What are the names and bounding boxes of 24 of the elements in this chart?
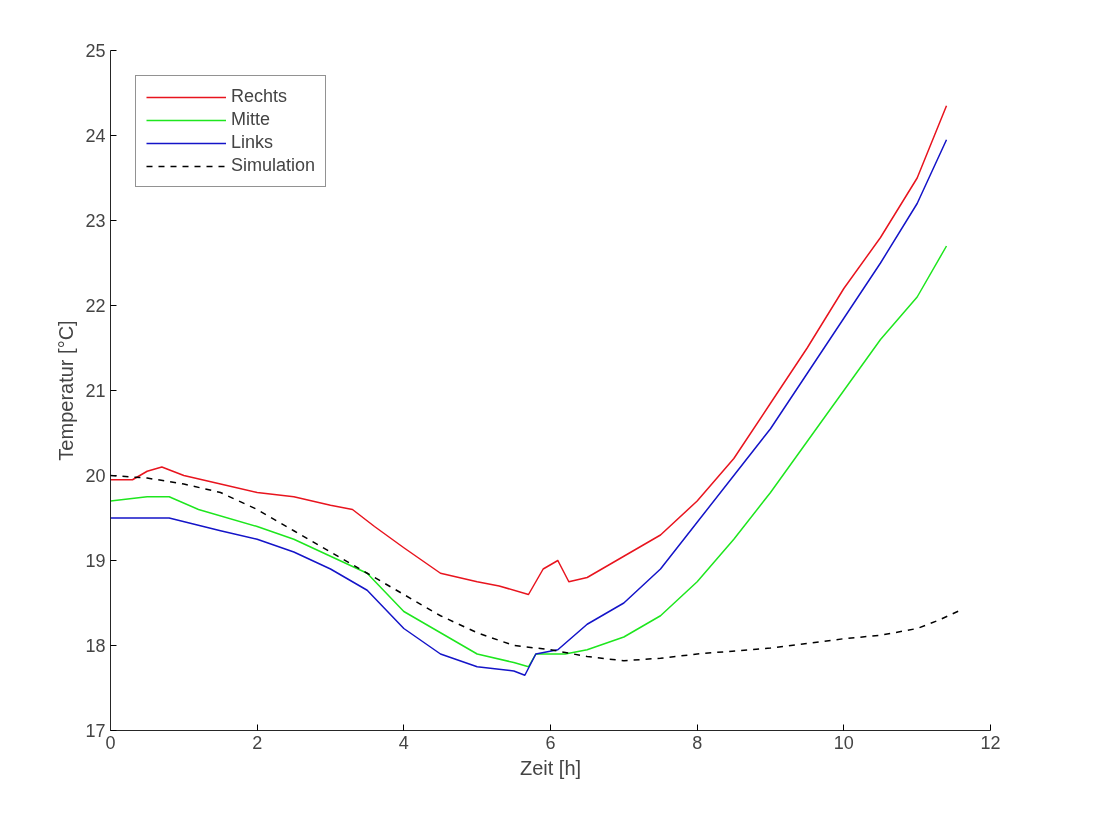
- y-tick-label: 21: [85, 381, 106, 401]
- x-tick-label: 8: [692, 732, 703, 753]
- legend-label: Mitte: [231, 109, 271, 130]
- y-tick-label: 20: [85, 466, 106, 486]
- x-tick-label: 0: [105, 732, 116, 753]
- legend-label: Rechts: [231, 86, 288, 107]
- x-tick-label: 4: [398, 732, 409, 753]
- y-tick-label: 18: [85, 636, 106, 656]
- x-axis-title: Zeit [h]: [519, 756, 582, 779]
- x-tick-label: 12: [980, 732, 1001, 753]
- y-tick-label: 23: [85, 211, 106, 231]
- y-tick-label: 25: [85, 41, 106, 61]
- y-tick-label: 22: [85, 296, 106, 316]
- y-axis-title: Temperatur [°C]: [55, 320, 78, 461]
- y-tick-label: 24: [85, 126, 106, 146]
- y-tick-label: 17: [85, 721, 106, 741]
- x-tick-label: 2: [252, 732, 263, 753]
- legend-label: Links: [231, 132, 274, 153]
- x-tick-label: 10: [833, 732, 854, 753]
- x-tick-label: 6: [545, 732, 556, 753]
- legend-label: Simulation: [231, 155, 316, 176]
- line-series: [110, 105, 948, 596]
- line-series: [110, 245, 948, 668]
- y-tick-label: 19: [85, 551, 106, 571]
